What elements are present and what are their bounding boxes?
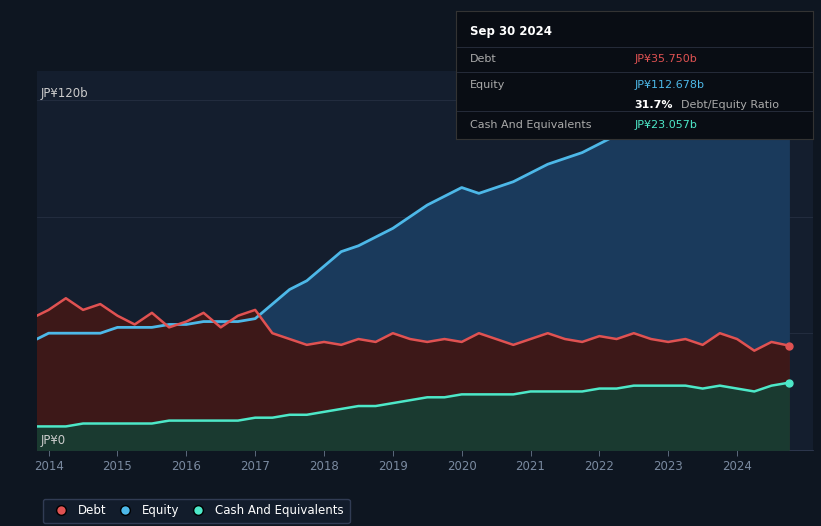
Text: Cash And Equivalents: Cash And Equivalents	[470, 120, 591, 130]
Text: JP¥35.750b: JP¥35.750b	[635, 55, 697, 65]
Text: JP¥120b: JP¥120b	[41, 87, 89, 100]
Legend: Debt, Equity, Cash And Equivalents: Debt, Equity, Cash And Equivalents	[43, 499, 350, 523]
Text: JP¥112.678b: JP¥112.678b	[635, 80, 704, 90]
Text: Debt/Equity Ratio: Debt/Equity Ratio	[681, 99, 778, 109]
Text: Debt: Debt	[470, 55, 497, 65]
Text: JP¥23.057b: JP¥23.057b	[635, 120, 697, 130]
Text: Sep 30 2024: Sep 30 2024	[470, 25, 552, 38]
Text: 31.7%: 31.7%	[635, 99, 672, 109]
Text: JP¥0: JP¥0	[41, 434, 66, 447]
Text: Equity: Equity	[470, 80, 505, 90]
